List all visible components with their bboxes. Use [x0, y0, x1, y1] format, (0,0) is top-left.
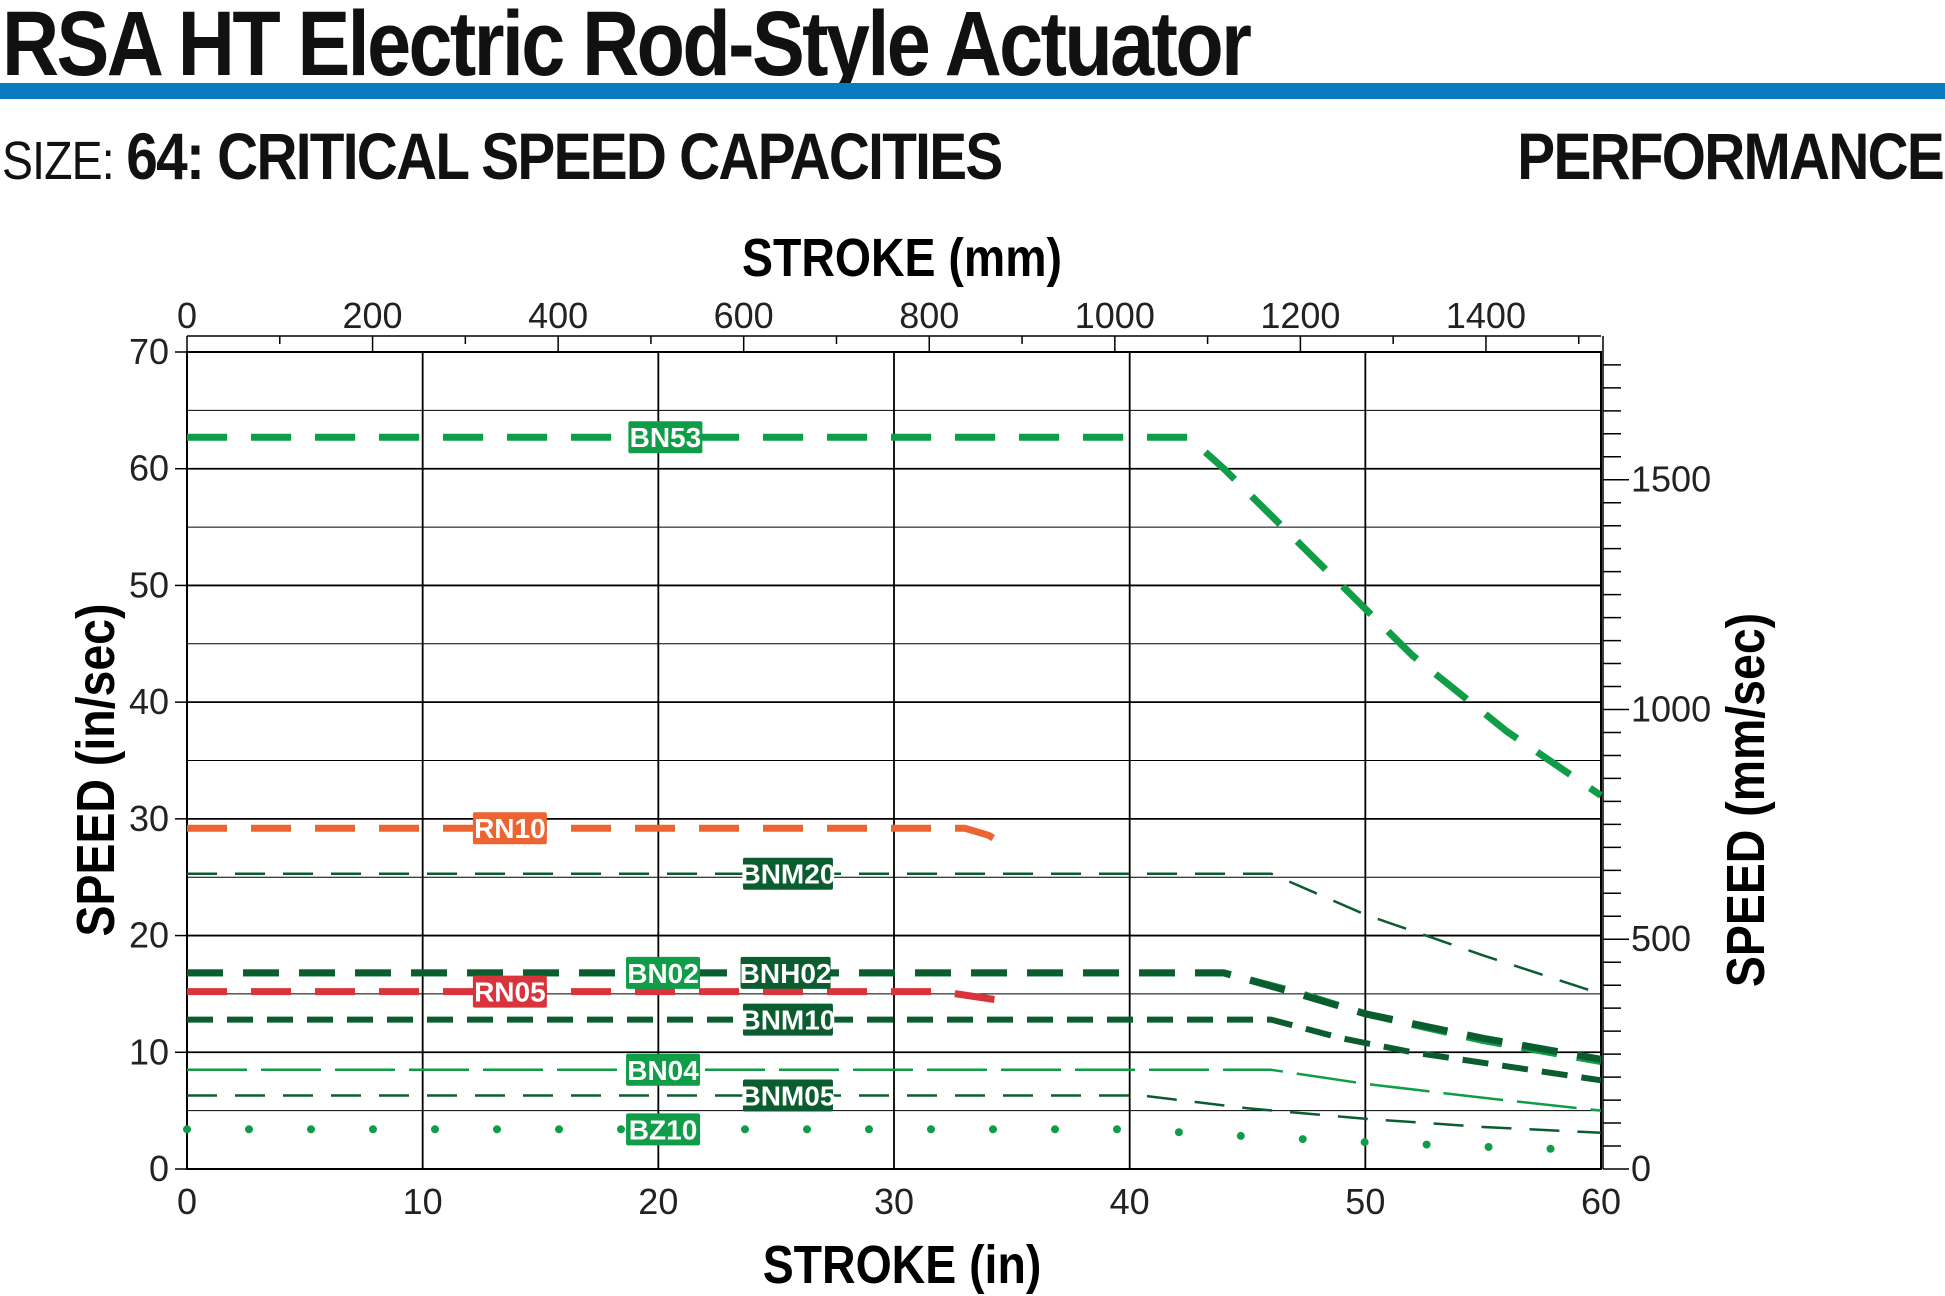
x2-tick-label: 400: [528, 295, 588, 336]
y-tick-label: 0: [149, 1148, 169, 1189]
series-line-bnm10: [187, 1016, 1602, 1084]
section-tag: PERFORMANCE: [1517, 119, 1944, 193]
y-tick-label: 20: [129, 915, 169, 956]
x2-tick-label: 600: [714, 295, 774, 336]
series-label-text: BNM20: [740, 859, 835, 890]
series-label-box: [626, 1113, 701, 1146]
series-line-bnm20: [187, 872, 1602, 996]
y-tick-label: 50: [129, 564, 169, 605]
right-y-axis-title: SPEED (mm/sec): [1715, 613, 1776, 987]
x2-tick-label: 200: [343, 295, 403, 336]
series-label-rn10: RN10: [472, 812, 547, 845]
x-tick-label: 40: [1110, 1181, 1150, 1222]
series-label-text: RN05: [474, 977, 546, 1008]
series-label-bz10: BZ10: [626, 1113, 701, 1146]
plot-frame: [186, 351, 1602, 1170]
series-label-box: [742, 1079, 833, 1112]
top-x-axis-title: STROKE (mm): [742, 227, 1062, 288]
series-line-bz10: [183, 1125, 1605, 1155]
series-label-text: RN10: [474, 813, 546, 844]
series-label-text: BNH02: [740, 958, 832, 989]
series-label-bnm10: BNM10: [740, 1003, 835, 1036]
size-row: SIZE: 64: CRITICAL SPEED CAPACITIES: [2, 118, 1003, 194]
x2-tick-label: 1200: [1260, 295, 1340, 336]
x-tick-label: 50: [1345, 1181, 1385, 1222]
series-label-box: [472, 812, 547, 845]
y-tick-label: 70: [129, 331, 169, 372]
x2-tick-label: 1400: [1446, 295, 1526, 336]
series-label-bn53: BN53: [628, 421, 703, 454]
document-title: RSA HT Electric Rod-Style Actuator: [2, 0, 1252, 95]
size-label: SIZE:: [2, 131, 115, 191]
series-label-box: [626, 1053, 701, 1086]
y-tick-label: 10: [129, 1031, 169, 1072]
series-line-bn04: [187, 1068, 1602, 1112]
x2-tick-label: 800: [899, 295, 959, 336]
x-tick-label: 30: [874, 1181, 914, 1222]
x2-tick-label: 1000: [1075, 295, 1155, 336]
series-label-text: BN04: [627, 1055, 699, 1086]
series-line-bn53: [187, 433, 1603, 799]
y-tick-label: 30: [129, 798, 169, 839]
y2-tick-label: 1000: [1631, 688, 1711, 729]
series-label-bnm20: BNM20: [740, 857, 835, 890]
x-tick-label: 10: [403, 1181, 443, 1222]
series-label-box: [472, 975, 547, 1008]
series-line-rn05: [187, 988, 1013, 1006]
series-label-text: BNM10: [740, 1005, 835, 1036]
series-label-box: [740, 956, 831, 989]
series-label-text: BZ10: [629, 1114, 697, 1145]
series-label-box: [742, 857, 833, 890]
series-label-box: [742, 1003, 833, 1036]
y-tick-label: 60: [129, 448, 169, 489]
x-axis-title: STROKE (in): [763, 1234, 1042, 1295]
x-tick-label: 60: [1581, 1181, 1621, 1222]
chart-series: [183, 433, 1605, 1155]
series-label-rn05: RN05: [472, 975, 547, 1008]
y-tick-label: 40: [129, 681, 169, 722]
y2-tick-label: 1500: [1631, 459, 1711, 500]
series-label-bn02: BN02: [626, 956, 701, 989]
title-rule: [0, 83, 1945, 99]
chart-series-labels: BN53 RN10 BNM20 BN02 BNH02 RN05 BNM10 BN04 BNM05…: [472, 421, 835, 1146]
series-label-box: [626, 956, 701, 989]
series-line-bnh02: [187, 969, 1602, 1063]
y2-tick-label: 0: [1631, 1148, 1651, 1189]
series-label-bn04: BN04: [626, 1053, 701, 1086]
series-label-bnh02: BNH02: [740, 956, 832, 989]
series-label-text: BNM05: [740, 1080, 835, 1111]
series-line-bnm05: [187, 1094, 1602, 1135]
series-label-text: BN53: [630, 422, 702, 453]
series-label-bnm05: BNM05: [740, 1079, 835, 1112]
section-title: 64: CRITICAL SPEED CAPACITIES: [126, 119, 1003, 193]
chart-grid: [186, 351, 1602, 1170]
series-label-text: BN02: [627, 958, 699, 989]
y2-tick-label: 500: [1631, 918, 1691, 959]
x-tick-label: 0: [177, 1181, 197, 1222]
series-label-box: [628, 421, 703, 454]
x-tick-label: 20: [638, 1181, 678, 1222]
series-line-rn10: [187, 824, 1014, 852]
x2-tick-label: 0: [177, 295, 197, 336]
y-axis-title: SPEED (in/sec): [65, 604, 126, 937]
